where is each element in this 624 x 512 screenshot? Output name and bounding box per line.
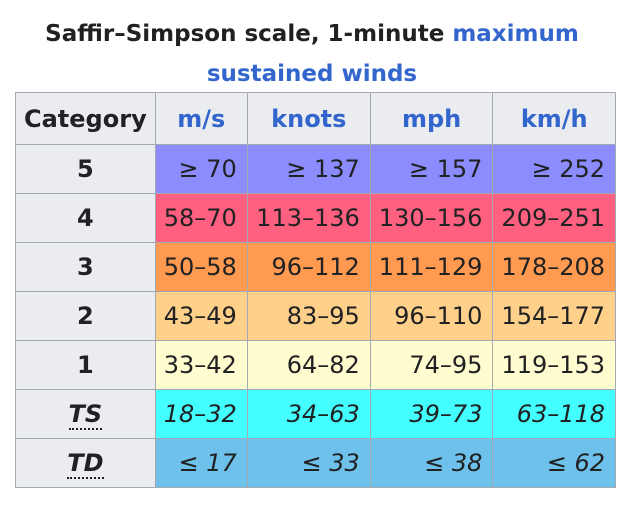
caption-prefix: Saffir–Simpson scale, 1-minute — [45, 21, 453, 47]
tropical-depression-abbr[interactable]: TD — [67, 449, 104, 479]
knots-cell: 83–95 — [246, 291, 371, 341]
kmh-cell: 63–118 — [492, 389, 617, 439]
category-cell-ts[interactable]: TS — [15, 389, 156, 439]
mph-cell: 96–110 — [369, 291, 494, 341]
table-caption: Saffir–Simpson scale, 1-minute maximum s… — [0, 14, 624, 94]
saffir-simpson-table: Category m/s knots mph km/h 5 ≥ 70 ≥ 137… — [15, 92, 617, 488]
header-knots[interactable]: knots — [246, 92, 371, 145]
knots-cell: 113–136 — [246, 193, 371, 243]
category-cell: 2 — [15, 291, 156, 341]
table-row: 1 33–42 64–82 74–95 119–153 — [15, 340, 617, 390]
kmh-cell: ≥ 252 — [492, 144, 617, 194]
kmh-cell: 119–153 — [492, 340, 617, 390]
maximum-sustained-winds-link-continued[interactable]: sustained winds — [206, 61, 418, 87]
caption-line-2: sustained winds — [0, 54, 624, 94]
knots-cell: ≤ 33 — [246, 438, 371, 488]
ms-cell: 43–49 — [154, 291, 248, 341]
category-cell: 1 — [15, 340, 156, 390]
header-mph[interactable]: mph — [369, 92, 494, 145]
ms-cell: 18–32 — [154, 389, 248, 439]
mph-cell: 130–156 — [369, 193, 494, 243]
knots-cell: 64–82 — [246, 340, 371, 390]
header-row: Category m/s knots mph km/h — [15, 92, 617, 145]
category-cell: 4 — [15, 193, 156, 243]
category-cell-td[interactable]: TD — [15, 438, 156, 488]
kmh-cell: ≤ 62 — [492, 438, 617, 488]
kmh-cell: 209–251 — [492, 193, 617, 243]
ms-cell: ≥ 70 — [154, 144, 248, 194]
knots-cell: ≥ 137 — [246, 144, 371, 194]
kmh-cell: 154–177 — [492, 291, 617, 341]
mph-cell: ≥ 157 — [369, 144, 494, 194]
table-row: TD ≤ 17 ≤ 33 ≤ 38 ≤ 62 — [15, 438, 617, 488]
mph-cell: 74–95 — [369, 340, 494, 390]
mph-cell: 39–73 — [369, 389, 494, 439]
ms-cell: 58–70 — [154, 193, 248, 243]
table-row: 3 50–58 96–112 111–129 178–208 — [15, 242, 617, 292]
knots-cell: 34–63 — [246, 389, 371, 439]
maximum-sustained-winds-link[interactable]: maximum — [452, 21, 579, 47]
table-row: TS 18–32 34–63 39–73 63–118 — [15, 389, 617, 439]
mph-cell: 111–129 — [369, 242, 494, 292]
ms-cell: ≤ 17 — [154, 438, 248, 488]
category-cell: 3 — [15, 242, 156, 292]
header-kmh[interactable]: km/h — [492, 92, 617, 145]
table-row: 2 43–49 83–95 96–110 154–177 — [15, 291, 617, 341]
category-cell: 5 — [15, 144, 156, 194]
header-category: Category — [15, 92, 156, 145]
mph-cell: ≤ 38 — [369, 438, 494, 488]
kmh-cell: 178–208 — [492, 242, 617, 292]
table-row: 4 58–70 113–136 130–156 209–251 — [15, 193, 617, 243]
table-row: 5 ≥ 70 ≥ 137 ≥ 157 ≥ 252 — [15, 144, 617, 194]
caption-line-1: Saffir–Simpson scale, 1-minute maximum — [0, 14, 624, 54]
tropical-storm-abbr[interactable]: TS — [68, 400, 103, 430]
header-ms[interactable]: m/s — [154, 92, 248, 145]
ms-cell: 33–42 — [154, 340, 248, 390]
ms-cell: 50–58 — [154, 242, 248, 292]
knots-cell: 96–112 — [246, 242, 371, 292]
